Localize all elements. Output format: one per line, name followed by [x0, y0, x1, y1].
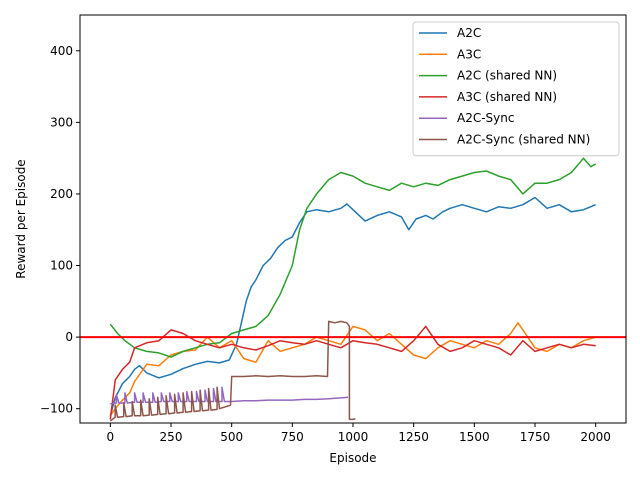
- legend-box: [412, 21, 620, 157]
- x-axis: 0 250 500 750 1000 1250 1500 1750 2000: [107, 423, 611, 444]
- y-axis-label: Reward per Episode: [14, 159, 28, 278]
- x-tick-label: 750: [281, 430, 304, 444]
- x-tick-label: 1500: [459, 430, 490, 444]
- series-line-2: [109, 157, 597, 358]
- series-layer: [80, 157, 626, 422]
- x-tick-label: 1000: [338, 430, 369, 444]
- plot-area: [79, 14, 627, 424]
- series-line-3: [109, 325, 596, 420]
- series-line-4: [110, 386, 349, 405]
- y-tick-label: 200: [50, 187, 73, 201]
- y-axis: −100 0 100 200 300 400: [40, 44, 80, 416]
- legend-label-2: A2C (shared NN): [457, 69, 557, 83]
- legend-label-4: A2C-Sync: [457, 111, 514, 125]
- legend: A2C A3C A2C (shared NN) A3C (shared NN) A2C-…: [412, 21, 620, 157]
- y-tick-label: 100: [50, 259, 73, 273]
- y-tick-label: −100: [40, 402, 73, 416]
- x-tick-label: 1250: [398, 430, 429, 444]
- y-tick-label: 400: [50, 44, 73, 58]
- series-line-0: [109, 196, 596, 416]
- x-tick-label: 1750: [520, 430, 551, 444]
- legend-label-0: A2C: [457, 26, 481, 40]
- series-line-1: [109, 322, 596, 417]
- y-tick-label: 0: [65, 330, 73, 344]
- x-tick-label: 500: [220, 430, 243, 444]
- x-tick-label: 0: [107, 430, 115, 444]
- legend-label-3: A3C (shared NN): [457, 90, 557, 104]
- legend-label-1: A3C: [457, 47, 481, 61]
- x-tick-label: 2000: [580, 430, 611, 444]
- y-tick-label: 300: [50, 115, 73, 129]
- series-line-5: [109, 320, 356, 422]
- legend-label-5: A2C-Sync (shared NN): [457, 133, 590, 147]
- x-tick-label: 250: [160, 430, 183, 444]
- x-axis-label: Episode: [329, 451, 376, 465]
